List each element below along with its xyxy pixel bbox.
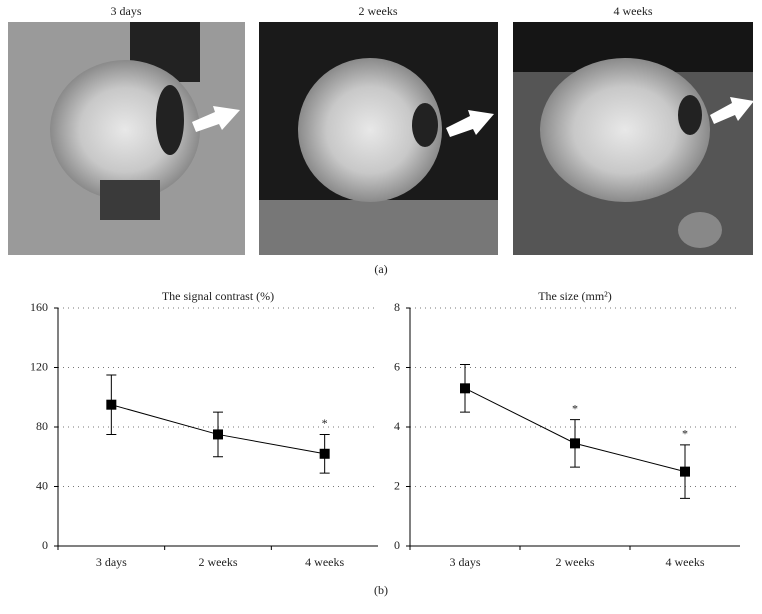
marker [106,399,117,410]
panel-caption: (a) [374,262,387,276]
y-tick-label: 6 [394,359,400,373]
mri-image [513,22,754,255]
marker [319,448,330,459]
mri-image [8,22,245,255]
x-tick-label: 3 days [96,555,127,569]
y-tick-label: 160 [30,300,48,314]
image-label: 3 days [111,4,142,18]
marker [460,383,470,394]
x-tick-label: 2 weeks [556,555,595,569]
y-tick-label: 40 [36,478,48,492]
y-tick-label: 80 [36,419,48,433]
marker [680,466,690,477]
y-tick-label: 0 [42,538,48,552]
y-tick-label: 4 [394,419,400,433]
mri-image [259,22,498,255]
marker [213,429,223,440]
significance-mark: * [322,416,328,430]
x-tick-label: 2 weeks [199,555,238,569]
x-tick-label: 4 weeks [666,555,705,569]
significance-mark: * [572,401,578,415]
y-tick-label: 120 [30,359,48,373]
significance-mark: * [682,427,688,441]
marker [570,438,580,449]
x-tick-label: 4 weeks [305,555,344,569]
image-label: 4 weeks [614,4,653,18]
chart-title: The size (mm²) [538,289,612,303]
x-tick-label: 3 days [450,555,481,569]
chart-title: The signal contrast (%) [162,289,274,303]
y-tick-label: 0 [394,538,400,552]
image-label: 2 weeks [359,4,398,18]
y-tick-label: 8 [394,300,400,314]
panel-caption: (b) [374,583,388,597]
y-tick-label: 2 [394,478,400,492]
